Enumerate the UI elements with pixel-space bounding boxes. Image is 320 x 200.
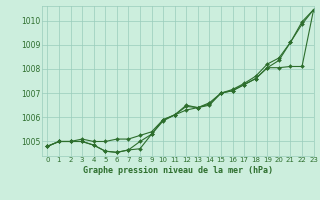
- X-axis label: Graphe pression niveau de la mer (hPa): Graphe pression niveau de la mer (hPa): [83, 166, 273, 175]
